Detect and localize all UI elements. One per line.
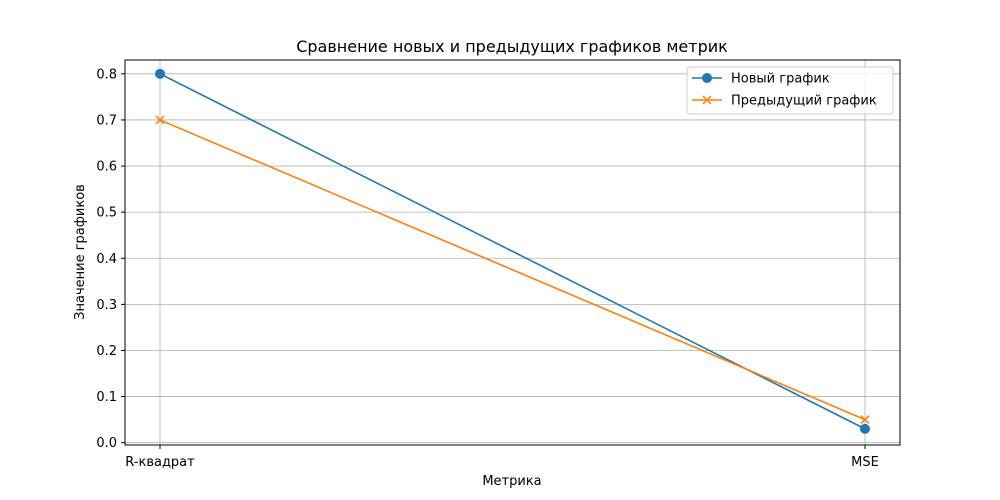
y-tick-label: 0.6 — [96, 160, 117, 175]
y-tick-label: 0.1 — [96, 390, 117, 405]
legend: Новый график Предыдущий график — [686, 66, 894, 115]
y-tick-label: 0.5 — [96, 206, 117, 221]
y-tick-label: 0.3 — [96, 298, 117, 313]
series-line-1 — [159, 119, 866, 421]
y-axis-ticks: 0.0 0.1 0.2 0.3 0.4 0.5 0.6 0.7 0.8 — [96, 67, 125, 451]
data-point — [860, 415, 870, 425]
x-axis-label: Метрика — [482, 474, 541, 489]
data-point — [155, 68, 165, 79]
y-tick-label: 0.0 — [96, 436, 117, 451]
grid-lines — [125, 60, 900, 445]
plot-frame — [124, 59, 901, 446]
y-axis-label: Значение графиков — [73, 184, 88, 320]
legend-swatch-marker — [702, 73, 712, 83]
data-point — [860, 423, 870, 434]
x-axis-ticks: R-квадрат MSE — [125, 445, 879, 470]
y-tick-label: 0.2 — [96, 344, 117, 359]
legend-box — [686, 66, 894, 115]
series-lines — [155, 68, 870, 434]
x-tick-label: R-квадрат — [125, 455, 195, 470]
y-tick-label: 0.8 — [96, 67, 117, 82]
legend-label: Новый график — [731, 72, 830, 87]
data-point — [155, 115, 165, 125]
legend-label: Предыдущий график — [731, 94, 877, 109]
x-tick-label: MSE — [851, 455, 879, 470]
legend-swatch-marker — [702, 95, 712, 105]
y-tick-label: 0.4 — [96, 252, 117, 267]
y-tick-label: 0.7 — [96, 113, 117, 128]
chart-title: Сравнение новых и предыдущих графиков ме… — [296, 37, 728, 56]
